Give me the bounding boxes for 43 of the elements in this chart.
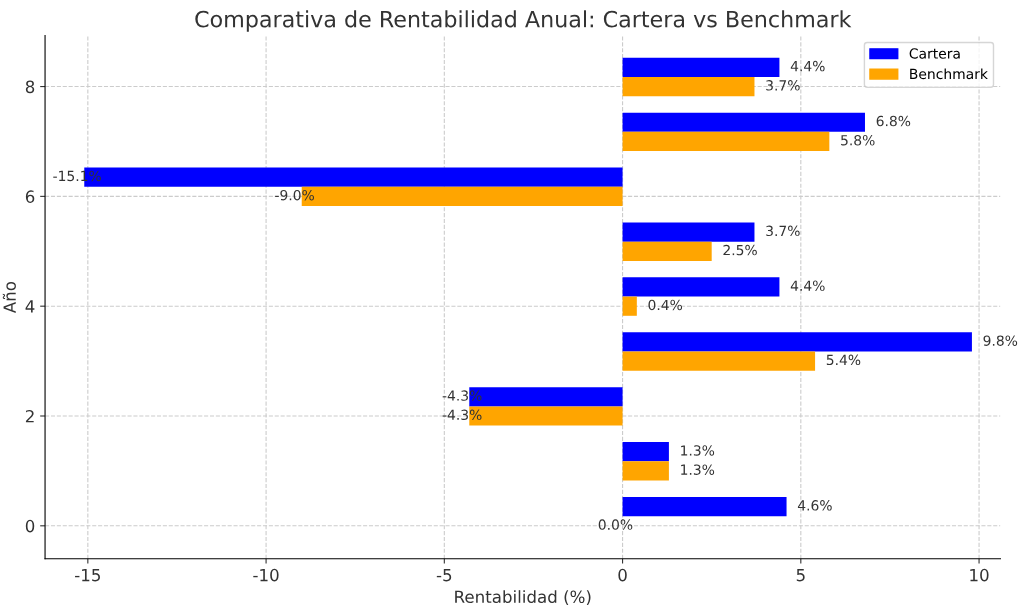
bar <box>622 461 669 481</box>
x-tick-label: 5 <box>796 568 805 582</box>
legend-label: Benchmark <box>910 68 988 80</box>
legend-label: Cartera <box>909 48 960 59</box>
x-tick-label: 0 <box>618 568 627 582</box>
data-label: 2.5% <box>723 244 757 256</box>
data-label: 4.6% <box>797 500 832 511</box>
data-label: 6.8% <box>876 115 911 127</box>
bar <box>622 332 972 352</box>
y-tick-label: 0 <box>25 519 35 533</box>
bar <box>622 496 787 517</box>
x-tick-label: -15 <box>75 568 100 582</box>
bar <box>622 351 816 371</box>
data-label: 1.3% <box>681 464 715 475</box>
bar <box>622 76 755 97</box>
data-label: 4.4% <box>790 60 825 72</box>
x-tick-label: -10 <box>253 568 279 582</box>
data-label: 5.4% <box>826 354 861 366</box>
y-tick-label: 4 <box>25 300 35 313</box>
data-label: 9.8% <box>983 335 1018 346</box>
bar <box>622 296 637 316</box>
y-tick-label: 2 <box>25 409 34 423</box>
data-label: 3.7% <box>766 225 800 237</box>
y-axis-title: Año <box>2 281 16 314</box>
bar <box>622 277 780 297</box>
x-tick-label: 10 <box>970 568 989 582</box>
data-label: 0.0% <box>598 519 633 530</box>
data-label: 5.8% <box>841 134 875 146</box>
data-label: 1.3% <box>681 445 715 456</box>
data-label: 3.7% <box>766 80 800 91</box>
y-tick-label: 8 <box>25 80 35 94</box>
bar <box>622 112 865 132</box>
bar <box>622 222 755 242</box>
bar <box>622 442 669 462</box>
bar <box>622 57 780 77</box>
x-axis-title: Rentabilidad (%) <box>455 590 591 606</box>
bar <box>622 241 712 261</box>
x-tick-label: -5 <box>436 568 452 582</box>
data-label: 4.4% <box>790 280 825 291</box>
bar <box>622 131 830 152</box>
chart-title: Comparativa de Rentabilidad Anual: Cartera vs Benchmark <box>195 10 852 32</box>
data-label: 0.4% <box>648 299 683 311</box>
y-tick-label: 6 <box>25 190 35 203</box>
